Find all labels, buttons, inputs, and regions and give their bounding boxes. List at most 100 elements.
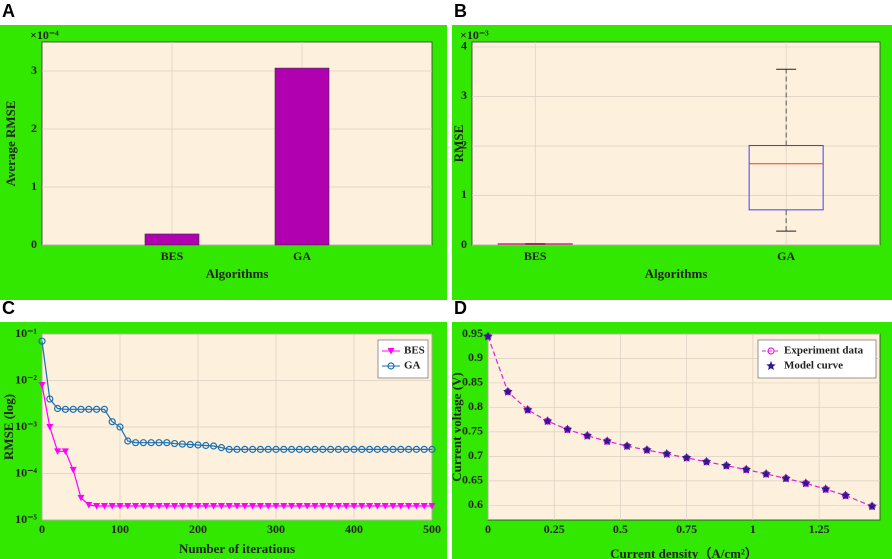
y-tick-label: 3 [31, 63, 37, 77]
legend-label: GA [404, 360, 421, 372]
marker [503, 386, 513, 396]
marker [210, 503, 218, 510]
x-tick-label: 0.25 [544, 522, 565, 536]
marker [389, 503, 397, 510]
marker [327, 445, 335, 453]
y-axis-label: RMSE (log) [1, 394, 16, 460]
marker [38, 382, 46, 389]
marker [522, 404, 533, 414]
x-tick-label: 400 [345, 522, 363, 536]
marker [147, 503, 155, 510]
y-tick-label: 1 [31, 179, 37, 193]
marker [420, 503, 428, 510]
marker [642, 445, 652, 455]
marker [342, 503, 350, 510]
marker [217, 503, 225, 510]
legend-label: BES [404, 345, 425, 357]
marker [124, 503, 132, 510]
marker [820, 484, 831, 494]
marker [397, 445, 405, 453]
marker [397, 503, 405, 510]
marker [132, 503, 140, 510]
y-tick-label: 10⁻⁴ [15, 465, 37, 479]
marker [69, 466, 77, 474]
marker [405, 503, 413, 510]
y-tick-label: 0.6 [468, 497, 483, 511]
y-axis-label: Average RMSE [3, 100, 18, 186]
marker [124, 437, 132, 445]
marker [542, 416, 553, 426]
marker [85, 502, 93, 509]
marker [358, 503, 366, 510]
marker [319, 503, 327, 510]
marker [412, 503, 420, 510]
y-tick-label: 2 [31, 121, 37, 135]
marker [241, 445, 249, 453]
marker [483, 331, 493, 341]
y-tick-label: 0 [31, 237, 37, 251]
y-tick-label: 2 [461, 138, 467, 152]
marker [721, 460, 732, 470]
marker [225, 503, 233, 510]
marker [100, 405, 109, 413]
y-tick-label: 3 [461, 88, 467, 102]
marker [155, 503, 163, 510]
plot-area [471, 41, 881, 246]
marker [582, 430, 593, 440]
y-tick-label: 4 [461, 39, 467, 53]
x-tick-label: GA [293, 249, 311, 263]
marker [311, 445, 319, 453]
legend-label: Model curve [784, 360, 843, 372]
marker [69, 405, 77, 413]
marker [194, 503, 202, 510]
marker [202, 441, 210, 450]
marker [801, 478, 811, 488]
marker [681, 452, 692, 462]
marker [311, 503, 319, 510]
marker [358, 445, 366, 453]
marker [233, 503, 241, 510]
marker [405, 445, 413, 453]
marker [61, 405, 70, 413]
y-tick-label: 0.65 [462, 473, 483, 487]
plot-area [41, 41, 433, 246]
marker [280, 445, 288, 453]
marker [303, 503, 311, 510]
marker [77, 405, 85, 413]
x-tick-label: BES [524, 249, 547, 263]
marker [108, 503, 116, 510]
marker [334, 445, 342, 453]
marker [602, 436, 612, 446]
marker [867, 501, 877, 511]
marker [272, 445, 280, 453]
marker [840, 490, 851, 500]
marker [249, 445, 257, 453]
panel-label: B [454, 1, 467, 21]
marker [622, 441, 632, 451]
marker [381, 503, 389, 510]
marker [662, 448, 672, 458]
marker [233, 445, 241, 453]
legend-label: Experiment data [784, 345, 864, 357]
marker [163, 503, 171, 510]
y-tick-label: 1 [461, 187, 467, 201]
y-tick-label: 0.7 [468, 448, 483, 462]
marker [100, 503, 108, 510]
marker [303, 445, 311, 453]
x-tick-label: GA [777, 249, 795, 263]
marker [46, 395, 54, 403]
y-axis-label: Current voltage (V) [449, 372, 464, 482]
marker [319, 445, 327, 453]
marker [61, 448, 69, 455]
marker [288, 445, 296, 453]
marker [761, 468, 771, 479]
marker [186, 503, 194, 510]
marker [366, 503, 374, 510]
marker [132, 439, 140, 447]
marker [116, 503, 124, 510]
marker [562, 424, 573, 434]
marker [116, 423, 124, 431]
marker [428, 503, 436, 510]
marker [264, 503, 272, 510]
y-multiplier: ×10⁻³ [460, 28, 489, 42]
